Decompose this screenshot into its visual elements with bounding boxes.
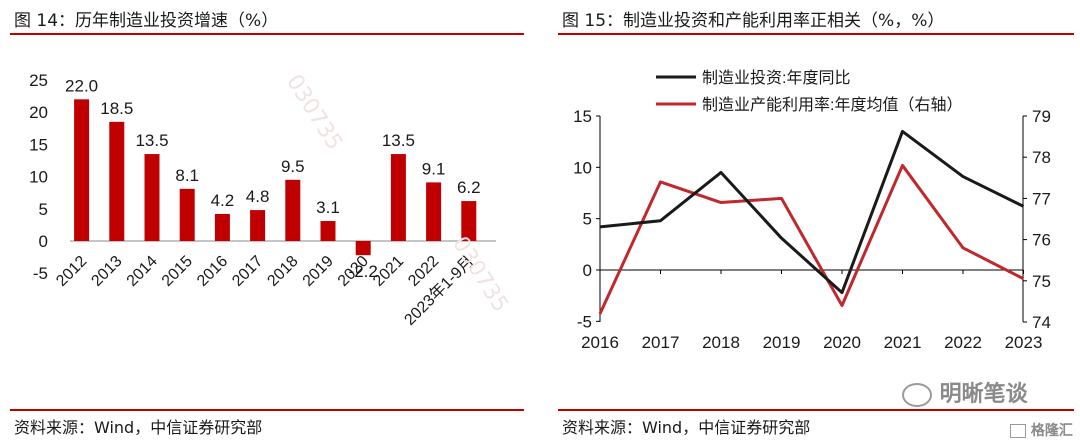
left-bottom-rule — [10, 409, 524, 411]
wechat-icon — [902, 383, 932, 407]
left-y-tick-label: 15 — [573, 107, 592, 126]
bar-2017 — [250, 210, 266, 241]
left-figure-title: 图 14：历年制造业投资增速（%） — [14, 11, 279, 31]
x-tick-label: 2014 — [124, 253, 161, 290]
data-label: 22.0 — [65, 76, 98, 95]
bar-2020 — [355, 241, 371, 256]
x-tick-label: 2017 — [642, 333, 680, 352]
right-y-tick-label: 76 — [1032, 231, 1051, 250]
right-top-rule — [558, 33, 1074, 35]
left-y-tick-label: 10 — [573, 158, 592, 177]
left-panel: 图 14：历年制造业投资增速（%） 25 20 15 10 5 0 -5 22.0 2012 18… — [0, 0, 530, 441]
bar-2018 — [285, 179, 301, 241]
bar-2012 — [74, 99, 90, 241]
x-tick-label: 2012 — [53, 253, 90, 290]
series-investment-growth-line — [599, 129, 1025, 295]
data-label: 9.1 — [422, 159, 446, 178]
x-tick-label: 2015 — [159, 253, 196, 290]
left-y-tick-label: 5 — [583, 210, 592, 229]
y-tick-label: 5 — [39, 200, 48, 219]
y-tick-label: -5 — [33, 264, 48, 283]
data-label: 9.5 — [281, 157, 305, 176]
corner-logo-icon — [1010, 424, 1026, 438]
x-tick-label: 2017 — [229, 253, 266, 290]
watermark-brand: 明晰笔谈 — [902, 376, 1028, 408]
data-label: 13.5 — [382, 131, 415, 150]
data-label: 4.2 — [211, 191, 235, 210]
right-y-tick-label: 79 — [1032, 107, 1051, 126]
legend-label-investment: 制造业投资:年度同比 — [702, 69, 850, 87]
y-tick-label: 25 — [29, 71, 48, 90]
series-capacity-utilization-line — [598, 163, 1025, 315]
data-label: 6.2 — [457, 178, 481, 197]
right-figure-title: 图 15：制造业投资和产能利用率正相关（%，%） — [562, 11, 945, 31]
line-chart: 15 10 5 0 -5 79 78 77 76 75 74 2016 2017 2018 2019 2020… — [573, 69, 1051, 352]
data-label: 8.1 — [175, 166, 199, 185]
x-tick-label: 2018 — [702, 333, 740, 352]
x-tick-label: 2016 — [194, 253, 231, 290]
watermark-corner-text: 格隆汇 — [1030, 423, 1073, 439]
x-tick-label: 2023 — [1005, 333, 1043, 352]
data-label: 3.1 — [316, 198, 340, 217]
bar-chart: 2520151050-522.0201218.5201313.520148.12… — [29, 71, 496, 329]
x-tick-label: 2020 — [823, 333, 861, 352]
x-tick-label: 2019 — [300, 253, 337, 290]
left-y-tick-label: -5 — [577, 312, 592, 331]
x-tick-label: 2013 — [88, 253, 125, 290]
left-source-note: 资料来源：Wind，中信证券研究部 — [14, 418, 263, 437]
right-source-note: 资料来源：Wind，中信证券研究部 — [562, 418, 811, 437]
data-label: 13.5 — [135, 131, 168, 150]
y-tick-label: 10 — [29, 168, 48, 187]
x-tick-label: 2018 — [264, 253, 301, 290]
bar-2021 — [390, 154, 406, 241]
data-label: 4.8 — [246, 187, 270, 206]
right-y-tick-label: 78 — [1032, 148, 1051, 167]
bar-2015 — [179, 188, 195, 241]
y-tick-label: 20 — [29, 103, 48, 122]
legend-label-utilization: 制造业产能利用率:年度均值（右轴） — [702, 96, 962, 114]
x-tick-label: 2021 — [884, 333, 922, 352]
x-tick-label: 2022 — [944, 333, 982, 352]
data-label: -2.2 — [349, 262, 378, 281]
bar-2019 — [320, 221, 336, 241]
y-tick-label: 15 — [29, 135, 48, 154]
left-y-tick-label: 0 — [583, 261, 592, 280]
x-tick-label: 2016 — [581, 333, 619, 352]
bar-2022 — [426, 182, 442, 241]
bar-2023年1-9月 — [461, 201, 477, 241]
left-top-rule — [10, 33, 524, 35]
y-tick-label: 0 — [39, 232, 48, 251]
watermark-corner: 格隆汇 — [1010, 420, 1073, 440]
x-tick-label: 2019 — [763, 333, 801, 352]
right-panel: 图 15：制造业投资和产能利用率正相关（%，%） 15 10 5 0 -5 79 78 77 7… — [552, 0, 1080, 441]
bar-2016 — [214, 213, 230, 241]
right-y-tick-label: 74 — [1032, 313, 1051, 332]
right-y-tick-label: 77 — [1032, 189, 1051, 208]
data-label: 18.5 — [100, 99, 133, 118]
right-y-tick-label: 75 — [1032, 272, 1051, 291]
right-bottom-rule — [558, 409, 1074, 411]
watermark-brand-text: 明晰笔谈 — [939, 382, 1028, 407]
x-tick-label: 2021 — [370, 253, 407, 290]
bar-2014 — [144, 154, 160, 241]
bar-2013 — [109, 121, 125, 241]
